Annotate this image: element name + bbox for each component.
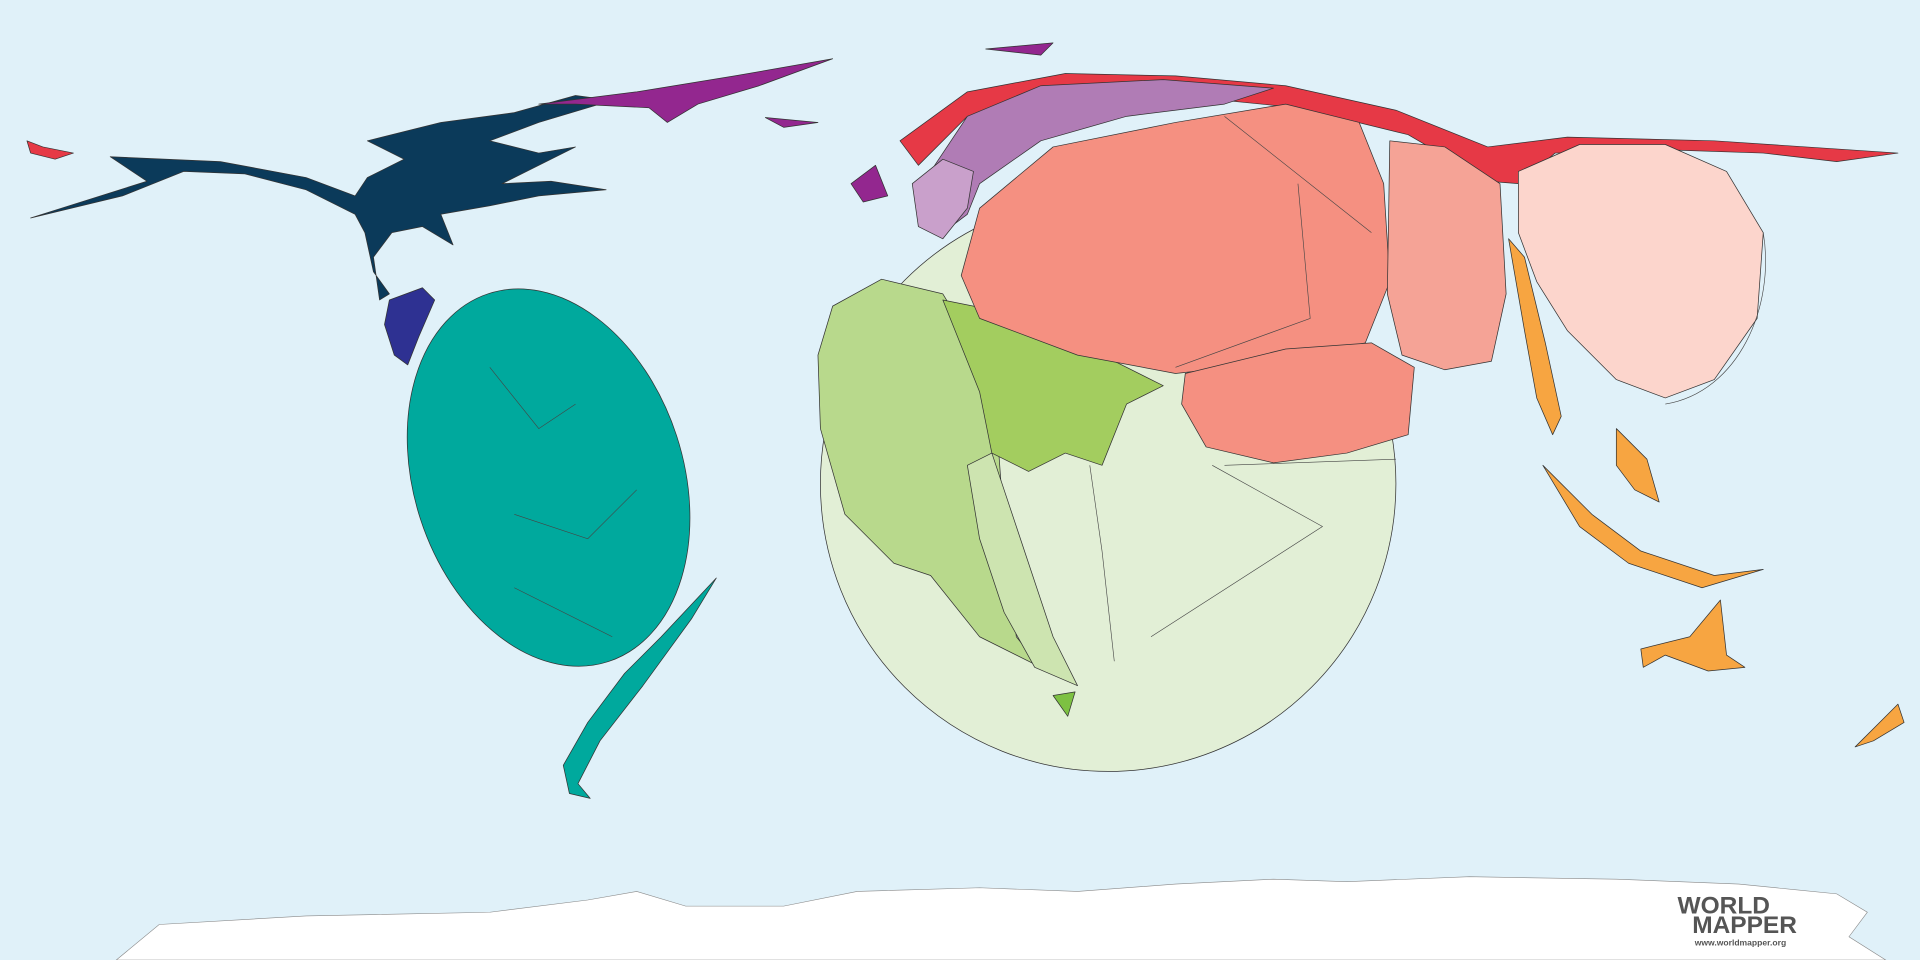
antarctica xyxy=(115,876,1887,960)
borders xyxy=(1175,116,1372,368)
logo-line1: WORLD xyxy=(1678,892,1770,919)
south-america-body xyxy=(406,288,691,667)
arctic-islands xyxy=(985,42,1054,56)
japan-outline xyxy=(1665,232,1766,405)
new-zealand xyxy=(1854,703,1905,748)
south-america-tail xyxy=(562,577,717,799)
logo-url: www.worldmapper.org xyxy=(1694,937,1787,947)
iceland xyxy=(764,117,819,128)
worldmapper-logo: WORLD MAPPER www.worldmapper.org xyxy=(1678,892,1798,947)
oceania xyxy=(1508,238,1905,748)
australia xyxy=(1640,599,1746,672)
borders xyxy=(489,367,637,638)
asia-west-south xyxy=(960,103,1507,464)
south-asia xyxy=(960,103,1391,374)
europe xyxy=(850,79,1274,240)
alaska xyxy=(26,140,74,160)
cape xyxy=(1052,691,1076,717)
europe-west xyxy=(911,158,974,240)
logo-line2: MAPPER xyxy=(1692,912,1797,939)
greenland xyxy=(538,58,834,123)
south-america xyxy=(406,288,717,799)
south-east-central-asia xyxy=(1386,140,1507,371)
north-america xyxy=(26,95,613,301)
central-america xyxy=(384,287,436,366)
uk xyxy=(850,164,889,203)
africa-borders xyxy=(1089,458,1396,662)
indonesia xyxy=(1542,464,1764,589)
se-asia-peninsula xyxy=(1508,238,1562,436)
north-america-shape xyxy=(30,95,613,301)
south-africa xyxy=(966,452,1078,687)
east-asia xyxy=(1518,144,1764,399)
middle-east-south xyxy=(1181,342,1415,464)
philippines xyxy=(1615,428,1660,503)
